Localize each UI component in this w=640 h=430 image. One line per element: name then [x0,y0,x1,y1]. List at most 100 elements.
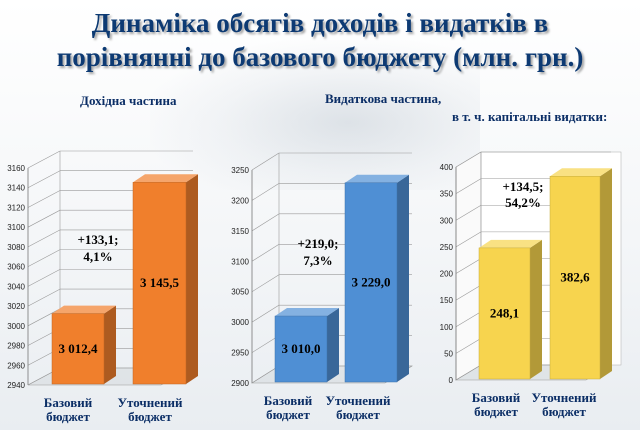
gridline-side [27,308,61,327]
gridline-side [455,178,482,194]
gridline-side [251,274,280,292]
bar-side-1 [186,174,198,384]
x-category-label: бюджет [266,407,310,422]
y-tick-label: 350 [440,190,454,199]
bar-top-1 [345,174,409,183]
y-tick-label: 3160 [7,164,25,173]
bar-value-label: 3 012,4 [59,341,99,356]
bar-value-label: 3 229,0 [352,274,391,289]
bar-value-label: 3 010,0 [282,341,321,356]
y-tick-label: 300 [440,216,454,225]
bar-0 [478,247,531,380]
difference-percent-label: 54,2% [505,195,541,210]
income-section-label: Дохідна частина [80,93,177,108]
y-tick-label: 3050 [231,288,249,297]
y-tick-label: 3000 [7,322,25,331]
x-category-label: бюджет [542,404,586,419]
gridline-side [455,231,482,248]
gridline-side [455,151,482,168]
x-category-label: Уточнений [326,393,391,408]
gridline-side [251,335,280,353]
gridline-side [455,258,482,274]
y-tick-label: 0 [449,376,454,385]
x-category-label: бюджет [46,409,90,424]
bar-0 [51,313,105,385]
gridline-side [251,304,280,323]
x-category-label: бюджет [474,404,518,419]
bar-value-label: 382,6 [560,270,590,285]
bar-side-0 [104,305,116,384]
difference-label: +219,0; [298,236,339,251]
bar-1 [549,176,601,380]
x-category-label: бюджет [128,409,172,424]
gridline-side [27,170,61,188]
title-line-1: Динаміка обсягів доходів і видатків в [91,8,549,38]
y-tick-label: 3080 [7,243,25,252]
chart-1: 2900 2950 3000 3050 3100 3150 3200 3250 3 010,0 3… [231,152,414,422]
gridline-side [27,249,61,267]
y-tick-label: 2960 [7,361,25,370]
bar-0 [274,315,328,383]
bar-top-0 [275,308,339,317]
gridline-side [455,284,482,301]
background-coins-image [150,40,480,190]
y-tick-label: 3200 [231,196,249,205]
y-tick-label: 100 [440,323,454,332]
y-tick-label: 50 [444,349,453,358]
y-tick-label: 3000 [231,318,249,327]
difference-label: +134,5; [503,179,544,194]
y-tick-label: 3140 [7,184,25,193]
y-tick-label: 3040 [7,282,25,291]
bar-top-0 [479,239,542,248]
bar-1 [132,182,187,385]
y-tick-label: 3100 [7,223,25,232]
expense-section-label: Видаткова частина, [325,91,442,106]
y-tick-label: 3020 [7,302,25,311]
gridline-side [27,269,61,287]
x-category-label: Базовий [472,390,521,405]
capital-section-label: в т. ч. капітальні видатки: [452,109,608,124]
y-tick-label: 150 [440,296,454,305]
gridline-side [455,204,482,221]
y-tick-label: 250 [440,243,454,252]
bar-side-1 [600,168,612,379]
y-tick-label: 2940 [7,381,25,390]
y-tick-label: 2950 [231,349,249,358]
x-category-label: Уточнений [118,395,183,410]
bar-side-0 [327,308,339,382]
y-tick-label: 3100 [231,257,249,266]
title-line-2: порівнянні до базового бюджету (млн. грн… [56,42,584,72]
bar-top-0 [52,305,116,314]
bar-1 [344,182,398,383]
y-tick-label: 3150 [231,227,249,236]
gridline-side [455,311,482,328]
gridline-side [251,244,280,262]
chart-0: 2940 2960 2980 3000 3020 3040 3060 3080 3100 3120… [7,150,198,424]
bar-value-label: 248,1 [490,305,519,320]
y-tick-label: 2980 [7,342,25,351]
bar-top-1 [133,174,198,183]
y-tick-label: 2900 [231,379,249,388]
y-tick-label: 3060 [7,263,25,272]
x-category-label: Базовий [44,395,93,410]
difference-percent-label: 7,3% [303,253,332,268]
gridline-side [27,229,61,248]
x-category-label: Базовий [264,393,313,408]
gridline-side [251,213,280,232]
gridline-side [251,152,280,171]
x-category-label: Уточнений [532,390,597,405]
gridline-side [251,183,280,201]
gridline-side [455,338,482,354]
bar-side-1 [397,174,409,382]
y-tick-label: 3120 [7,203,25,212]
bar-value-label: 3 145,5 [140,275,180,290]
bar-side-0 [530,239,542,379]
y-tick-label: 400 [440,163,454,172]
gridline-side [27,209,61,228]
gridline-side [27,150,61,169]
bar-top-1 [550,168,612,177]
y-tick-label: 3250 [231,166,249,175]
gridline-side [27,190,61,208]
x-category-label: бюджет [336,407,380,422]
